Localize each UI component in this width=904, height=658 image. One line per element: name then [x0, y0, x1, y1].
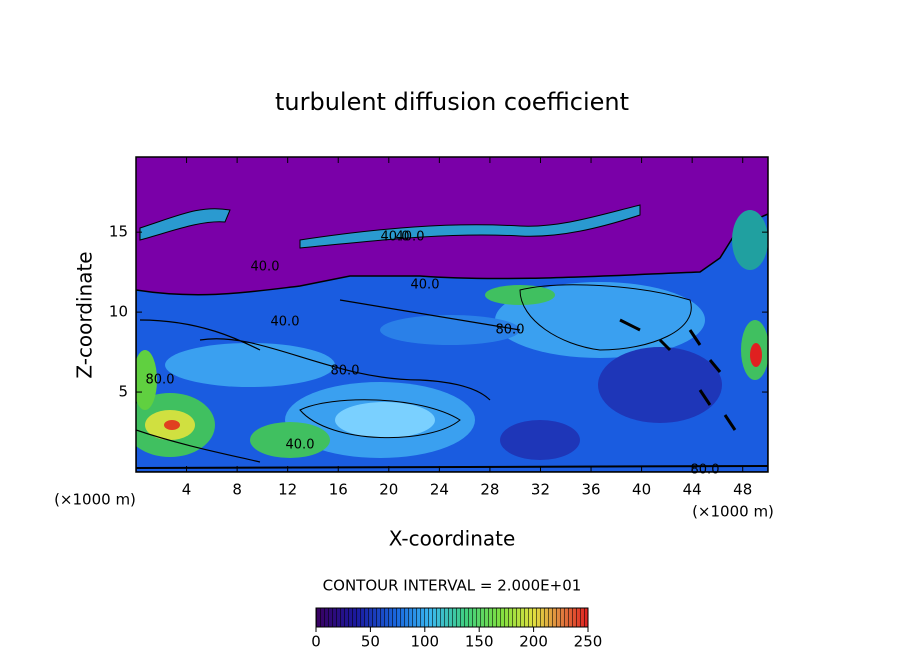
x-tick-label: 28	[480, 481, 499, 499]
x-tick-label: 32	[531, 481, 550, 499]
contour-label: 40.0	[251, 260, 280, 275]
x-tick-label: 44	[683, 481, 702, 499]
y-axis-label: Z-coordinate	[73, 251, 97, 378]
chart-title: turbulent diffusion coefficient	[275, 88, 629, 116]
colorbar-tick-label: 100	[410, 633, 439, 651]
colorbar-tick-label: 150	[465, 633, 494, 651]
contour-label: 80.0	[496, 323, 525, 338]
x-tick-label: 8	[232, 481, 242, 499]
x-axis-label: X-coordinate	[389, 527, 516, 551]
x-unit-label: (×1000 m)	[692, 503, 774, 521]
contour-label: 80.0	[146, 373, 175, 388]
contour-label: 40.0	[411, 278, 440, 293]
y-tick-label: 15	[109, 223, 128, 241]
colorbar-tick-label: 250	[574, 633, 603, 651]
contour-label: 40.0	[271, 315, 300, 330]
x-tick-label: 24	[430, 481, 449, 499]
x-tick-label: 48	[733, 481, 752, 499]
x-tick-label: 4	[182, 481, 192, 499]
colorbar-tick-label: 50	[361, 633, 380, 651]
y-tick-label: 5	[118, 383, 128, 401]
contour-label: 80.0	[331, 364, 360, 379]
x-tick-label: 20	[379, 481, 398, 499]
contour-label: 40.0	[286, 438, 315, 453]
y-tick-label: 10	[109, 303, 128, 321]
y-unit-label: (×1000 m)	[54, 491, 136, 509]
x-tick-label: 40	[632, 481, 651, 499]
x-tick-label: 36	[581, 481, 600, 499]
colorbar-stripes	[316, 608, 588, 627]
contour-label: 80.0	[691, 463, 720, 478]
contour-label: 40.0	[396, 230, 425, 245]
x-tick-label: 16	[329, 481, 348, 499]
contour-label: 40.0	[381, 230, 410, 245]
contour-field	[136, 157, 768, 472]
plot-frame	[135, 156, 769, 473]
colorbar-tick-label: 200	[519, 633, 548, 651]
contour-interval: CONTOUR INTERVAL = 2.000E+01	[323, 577, 582, 595]
x-tick-label: 12	[278, 481, 297, 499]
colorbar-tick-label: 0	[311, 633, 321, 651]
